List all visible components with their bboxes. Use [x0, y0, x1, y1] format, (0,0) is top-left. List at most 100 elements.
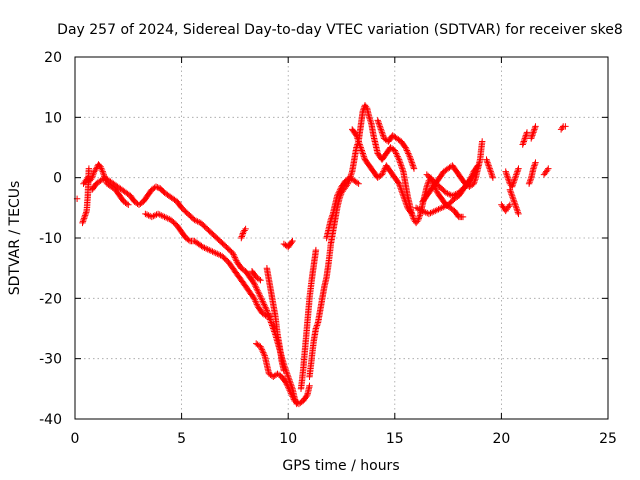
- data-point: [432, 207, 439, 215]
- data-point: [391, 147, 398, 154]
- data-point: [231, 252, 238, 260]
- data-point: [204, 246, 211, 253]
- data-point: [230, 251, 237, 258]
- data-point: [258, 344, 265, 352]
- data-point: [288, 239, 295, 246]
- data-point: [87, 176, 95, 183]
- data-point: [255, 276, 263, 283]
- axis-ticks: [74, 56, 609, 420]
- data-point: [419, 207, 426, 215]
- data-point: [410, 165, 418, 172]
- data-point: [229, 249, 236, 257]
- data-point: [254, 302, 261, 310]
- data-point: [505, 176, 512, 183]
- y-tick-labels: -40 -30 -20 -10 0 10 20: [39, 50, 62, 428]
- y-tick-label: -40: [39, 412, 62, 428]
- data-point: [515, 210, 522, 218]
- y-tick-label: 10: [44, 110, 62, 126]
- data-point: [250, 280, 258, 287]
- data-point: [377, 126, 385, 133]
- data-point: [259, 347, 266, 355]
- data-point: [361, 154, 368, 162]
- data-point: [337, 185, 344, 192]
- data-point: [98, 165, 105, 172]
- data-point: [433, 188, 440, 195]
- data-point: [408, 210, 416, 218]
- data-point: [334, 191, 342, 198]
- data-point: [425, 210, 433, 218]
- data-point: [474, 162, 482, 169]
- data-point: [289, 393, 296, 400]
- data-point: [282, 378, 289, 385]
- data-point: [414, 205, 421, 212]
- data-point: [528, 135, 535, 142]
- data-point: [393, 151, 401, 159]
- data-point: [261, 302, 268, 310]
- x-tick-label: 20: [492, 431, 510, 447]
- data-point: [199, 243, 207, 251]
- data-point: [152, 183, 160, 190]
- y-axis-label: SDTVAR / TECUs: [7, 181, 23, 296]
- x-tick-labels: 0 5 10 15 20 25: [71, 431, 617, 447]
- data-point: [395, 179, 402, 186]
- data-point: [336, 186, 344, 193]
- data-point: [283, 381, 290, 388]
- data-point: [422, 209, 429, 216]
- data-point: [263, 305, 270, 313]
- data-point: [485, 163, 493, 171]
- data-point: [161, 213, 168, 221]
- data-point: [409, 213, 417, 221]
- data-point: [469, 171, 476, 178]
- data-point: [489, 174, 497, 181]
- data-point: [287, 390, 295, 397]
- data-point: [459, 213, 467, 221]
- data-point: [154, 210, 162, 218]
- data-point: [508, 191, 515, 198]
- data-point: [427, 209, 434, 217]
- data-point: [440, 203, 447, 211]
- data-point: [444, 190, 451, 197]
- data-point: [252, 283, 259, 290]
- data-point: [522, 132, 530, 139]
- data-point: [232, 255, 239, 263]
- data-point: [257, 343, 264, 350]
- data-point: [409, 162, 417, 169]
- data-point: [80, 216, 87, 224]
- data-point: [401, 143, 408, 150]
- data-point: [403, 147, 411, 154]
- data-point: [356, 141, 363, 148]
- data-point: [441, 203, 449, 210]
- data-point: [446, 191, 453, 198]
- data-point: [523, 129, 531, 136]
- data-point: [192, 217, 200, 224]
- data-point: [164, 215, 171, 222]
- data-point: [283, 370, 291, 377]
- data-point: [242, 225, 249, 233]
- data-point: [256, 292, 263, 299]
- data-point: [282, 379, 290, 386]
- data-point: [143, 211, 151, 218]
- data-point: [402, 144, 409, 151]
- data-point: [312, 246, 320, 254]
- data-point: [352, 131, 359, 138]
- data-point: [262, 312, 269, 319]
- data-point: [400, 192, 407, 199]
- data-point: [438, 204, 445, 211]
- data-point: [408, 157, 415, 165]
- data-point: [514, 209, 522, 216]
- data-point: [335, 189, 342, 196]
- data-point: [329, 212, 336, 219]
- data-point: [506, 186, 514, 193]
- data-point: [257, 293, 264, 300]
- data-point: [430, 208, 437, 215]
- data-point: [285, 384, 292, 391]
- data-point: [151, 212, 159, 219]
- data-point: [358, 145, 365, 153]
- data-point: [212, 249, 219, 257]
- data-point: [285, 375, 292, 382]
- data-point: [424, 180, 431, 187]
- data-point: [505, 203, 513, 210]
- y-tick-label: 0: [53, 171, 62, 187]
- data-point: [238, 233, 245, 240]
